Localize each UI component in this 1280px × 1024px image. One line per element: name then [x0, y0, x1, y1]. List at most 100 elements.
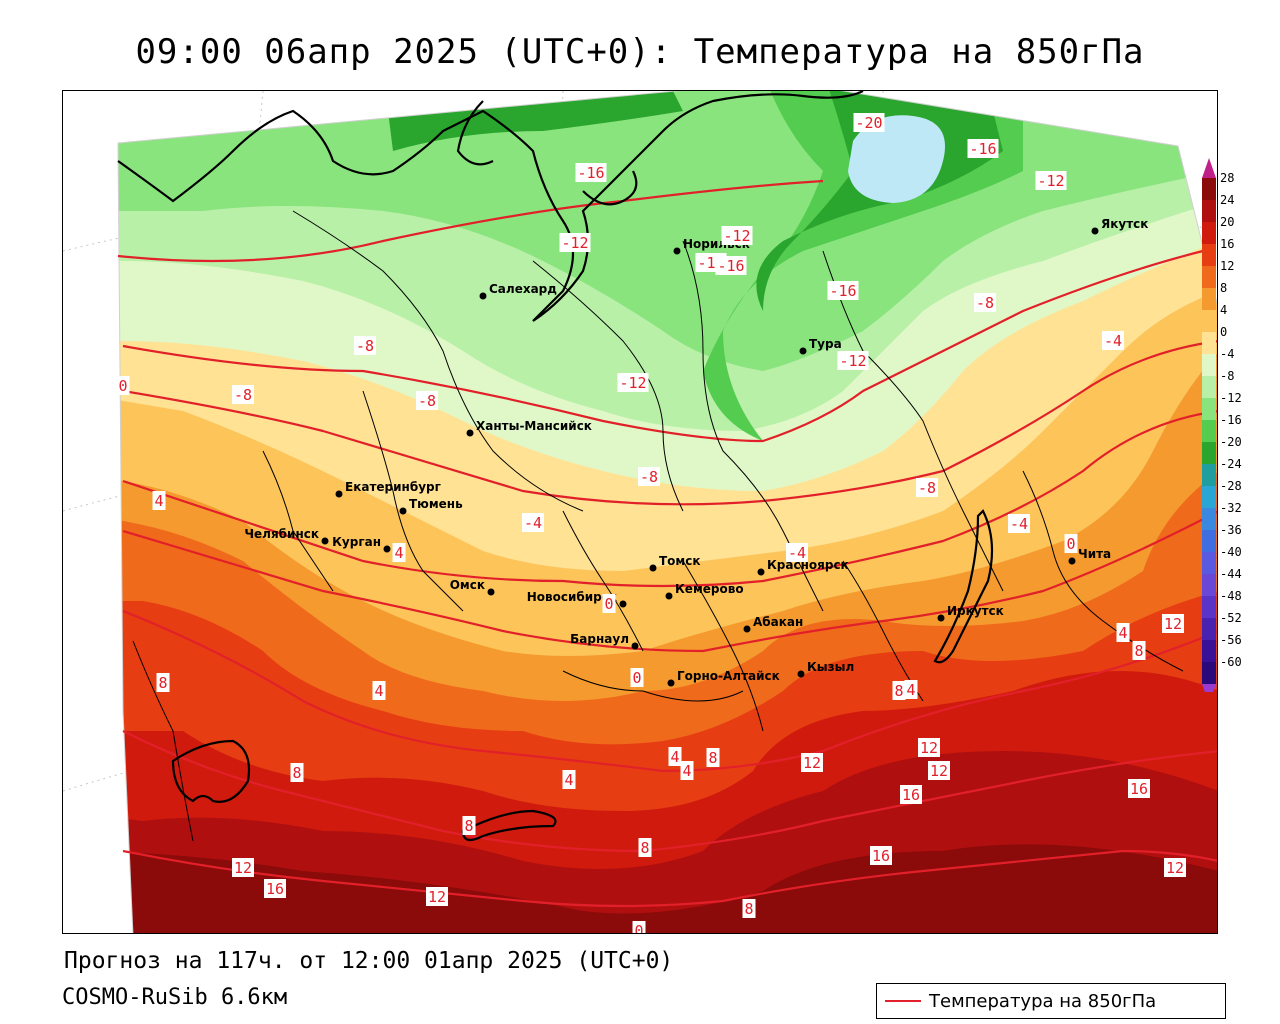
- isotherm-label: 4: [394, 544, 403, 562]
- city-label: Ханты-Мансийск: [476, 419, 592, 433]
- isotherm-label-bg: [680, 761, 694, 780]
- colorbar-tick-label: -56: [1220, 633, 1242, 647]
- city-dot: [466, 429, 474, 437]
- city-label: Абакан: [753, 615, 803, 629]
- colorbar-tick-label: -20: [1220, 435, 1242, 449]
- city-dot: [1091, 227, 1099, 235]
- colorbar-swatch: [1202, 442, 1216, 464]
- isotherm-label: 12: [234, 859, 252, 877]
- isotherm-label: -12: [561, 234, 588, 252]
- colorbar-tick-label: -44: [1220, 567, 1242, 581]
- isotherm-lines: [117, 179, 1217, 908]
- city-dot: [399, 507, 407, 515]
- isotherm-label-bg: [372, 681, 386, 700]
- city-label: Горно-Алтайск: [677, 669, 780, 683]
- isotherm-label-bg: [290, 763, 304, 782]
- city-label: Кызыл: [807, 660, 854, 674]
- colorbar-tick-label: -28: [1220, 479, 1242, 493]
- temperature-field: [118, 91, 1217, 933]
- isotherm-label-bg: [116, 376, 130, 395]
- colorbar-tick-label: -4: [1220, 347, 1234, 361]
- isotherm-label-bg: [264, 879, 286, 898]
- isotherm-label-bg: [918, 738, 940, 757]
- isotherm-label: 8: [158, 674, 167, 692]
- isotherm-label-bg: [916, 478, 938, 497]
- isotherm-label: -8: [418, 392, 436, 410]
- legend-line-swatch: [885, 1000, 921, 1002]
- isotherm-label: 4: [682, 762, 691, 780]
- colorbar-tick-label: 28: [1220, 171, 1234, 185]
- isotherm-label-group: -20 -16 -12 -16 -12 -12 -16 -12 -16 -8 -12 -4 -8 -8 -8…: [116, 113, 1186, 933]
- city-label: Иркутск: [947, 604, 1004, 618]
- legend-box: Температура на 850гПа: [876, 983, 1226, 1019]
- isotherm-label-bg: [870, 846, 892, 865]
- colorbar-swatch: [1202, 662, 1216, 684]
- isotherm-label: 8: [292, 764, 301, 782]
- isotherm-label: 16: [872, 847, 890, 865]
- colorbar-tick-label: 4: [1220, 303, 1227, 317]
- colorbar-swatch: [1202, 552, 1216, 574]
- colorbar-tick-label: 16: [1220, 237, 1234, 251]
- isotherm-label: 8: [744, 900, 753, 918]
- isotherm-label: -12: [839, 352, 866, 370]
- isotherm-label-bg: [617, 373, 649, 392]
- isotherm-label-bg: [668, 747, 682, 766]
- isotherm-label: 8: [464, 817, 473, 835]
- isotherm-label: 12: [1164, 615, 1182, 633]
- city-label: Салехард: [489, 282, 557, 296]
- isotherm-label: 0: [118, 377, 127, 395]
- isotherm-label-bg: [632, 921, 646, 933]
- isotherm-label-bg: [900, 785, 922, 804]
- colorbar-tick-label: -60: [1220, 655, 1242, 669]
- isotherm-label-bg: [721, 226, 753, 245]
- colorbar-swatch: [1202, 486, 1216, 508]
- isotherm-label-bg: [638, 838, 652, 857]
- isotherm-label-bg: [1132, 641, 1146, 660]
- isotherm-label: 0: [1066, 535, 1075, 553]
- isotherm-label-bg: [1064, 534, 1078, 553]
- city-dot: [673, 247, 681, 255]
- isotherm-label: -20: [855, 114, 882, 132]
- city-label: Барнаул: [570, 632, 629, 646]
- model-info: COSMO-RuSib 6.6км: [62, 985, 288, 1010]
- isotherm-label-bg: [156, 673, 170, 692]
- isotherm-label: 8: [894, 682, 903, 700]
- colorbar-tick-label: -16: [1220, 413, 1242, 427]
- city-dot: [757, 568, 765, 576]
- city-label: Челябинск: [244, 527, 319, 541]
- city-dot: [665, 592, 673, 600]
- isotherm-label: -16: [717, 257, 744, 275]
- lake-balkhash-outline: [461, 809, 557, 842]
- colorbar-swatch: [1202, 420, 1216, 442]
- colorbar-swatch: [1202, 464, 1216, 486]
- city-label: Новосибирск: [527, 590, 617, 604]
- city-label: Тура: [809, 337, 842, 351]
- isotherm-label: 16: [1130, 780, 1148, 798]
- isotherm-label-bg: [1164, 858, 1186, 877]
- city-dot: [649, 564, 657, 572]
- isotherm-label-bg: [426, 887, 448, 906]
- isotherm-label-bg: [462, 816, 476, 835]
- isotherm-label-bg: [562, 770, 576, 789]
- isotherm-label-bg: [1008, 514, 1030, 533]
- colorbar-swatch: [1202, 574, 1216, 596]
- isotherm-label-bg: [892, 681, 906, 700]
- colorbar-tick-label: -24: [1220, 457, 1242, 471]
- colorbar-tick-label: -48: [1220, 589, 1242, 603]
- isotherm-label-bg: [742, 899, 756, 918]
- colorbar-tick-label: -8: [1220, 369, 1234, 383]
- isotherm-label: -16: [577, 164, 604, 182]
- isotherm-label: 4: [670, 748, 679, 766]
- isotherm-label-bg: [1035, 171, 1067, 190]
- colorbar-swatch: [1202, 508, 1216, 530]
- map-panel[interactable]: Салехард Норильск Якутск Тура Ханты-Мансийск…: [62, 90, 1218, 934]
- city-dot: [797, 670, 805, 678]
- colorbar-tick-label: 20: [1220, 215, 1234, 229]
- colorbar-tick-label: 24: [1220, 193, 1234, 207]
- isotherm-label-bg: [904, 680, 918, 699]
- coastline: [117, 91, 864, 322]
- city-label: Томск: [659, 554, 701, 568]
- colorbar-swatch: [1202, 332, 1216, 354]
- isotherm-label: 12: [1166, 859, 1184, 877]
- isotherm-label: 4: [154, 492, 163, 510]
